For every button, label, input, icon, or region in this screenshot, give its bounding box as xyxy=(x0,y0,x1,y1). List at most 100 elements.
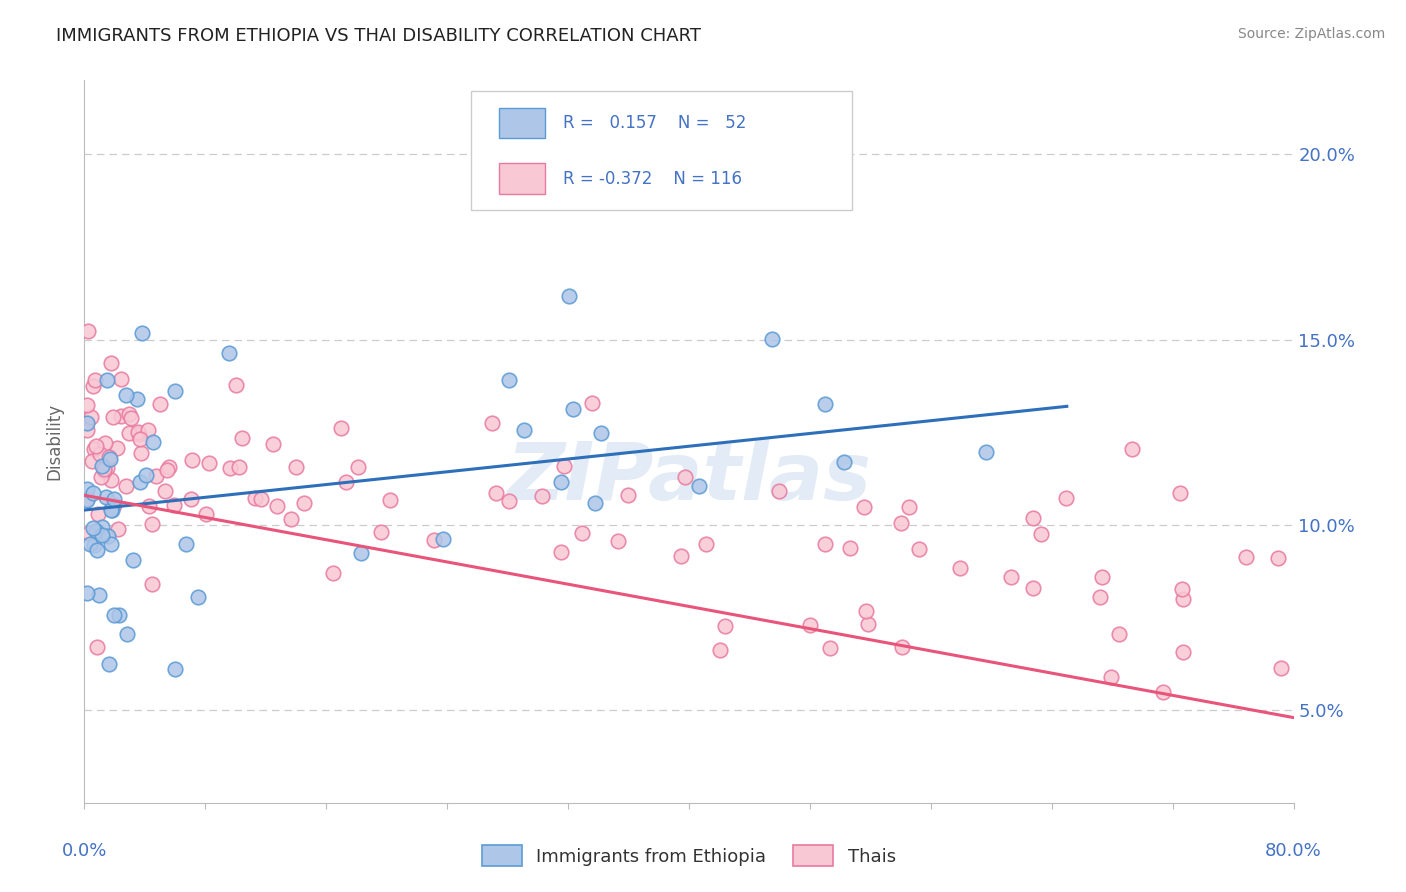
Point xyxy=(98,451,121,466)
Point xyxy=(96,374,118,388)
Point xyxy=(589,426,612,441)
Point xyxy=(553,458,575,473)
Point xyxy=(107,522,129,536)
Point xyxy=(1152,685,1174,699)
Point xyxy=(231,431,253,445)
Point xyxy=(115,388,138,402)
Point xyxy=(82,453,104,467)
Point xyxy=(118,425,141,440)
Point xyxy=(165,662,187,676)
Point xyxy=(91,520,114,534)
Point xyxy=(761,332,783,346)
Point xyxy=(814,397,837,411)
Point xyxy=(1022,511,1045,525)
Point xyxy=(1091,569,1114,583)
Point xyxy=(347,459,370,474)
Point xyxy=(76,483,98,497)
Point xyxy=(329,421,352,435)
Text: R = -0.372    N = 116: R = -0.372 N = 116 xyxy=(564,169,742,187)
Point xyxy=(97,529,120,543)
Point xyxy=(101,502,124,516)
Point xyxy=(558,289,581,303)
Point xyxy=(128,475,150,490)
Point xyxy=(335,475,357,490)
Point xyxy=(673,470,696,484)
Point xyxy=(292,496,315,510)
Point xyxy=(194,507,217,521)
Bar xyxy=(499,163,546,194)
Point xyxy=(218,346,240,360)
Point xyxy=(110,372,132,386)
Text: 80.0%: 80.0% xyxy=(1265,842,1322,860)
Point xyxy=(1171,591,1194,606)
Y-axis label: Disability: Disability xyxy=(45,403,63,480)
Text: Source: ZipAtlas.com: Source: ZipAtlas.com xyxy=(1237,27,1385,41)
Point xyxy=(607,533,630,548)
Point xyxy=(84,524,107,538)
Point xyxy=(713,618,735,632)
Point xyxy=(561,402,583,417)
Point xyxy=(141,516,163,531)
Point xyxy=(1121,442,1143,457)
Point xyxy=(82,378,104,392)
Point xyxy=(423,533,446,547)
Point xyxy=(890,516,912,531)
Point xyxy=(187,590,209,604)
Point xyxy=(77,525,100,540)
Point xyxy=(855,604,877,618)
Point xyxy=(82,486,104,500)
Point xyxy=(100,473,122,487)
Point xyxy=(127,425,149,440)
Point xyxy=(225,378,247,392)
Point xyxy=(76,417,98,431)
Point xyxy=(101,499,124,513)
Point xyxy=(93,464,115,478)
Text: IMMIGRANTS FROM ETHIOPIA VS THAI DISABILITY CORRELATION CHART: IMMIGRANTS FROM ETHIOPIA VS THAI DISABIL… xyxy=(56,27,702,45)
Point xyxy=(280,511,302,525)
Point xyxy=(84,373,107,387)
Point xyxy=(79,536,101,550)
Point xyxy=(117,627,139,641)
Point xyxy=(709,643,731,657)
Point xyxy=(135,467,157,482)
Point xyxy=(550,545,572,559)
Point xyxy=(908,541,931,556)
Point xyxy=(513,423,536,437)
Point xyxy=(76,398,98,412)
Point xyxy=(149,397,172,411)
Point xyxy=(1029,527,1052,541)
Point xyxy=(157,459,180,474)
Point xyxy=(86,640,108,654)
Point xyxy=(1099,670,1122,684)
Point xyxy=(617,488,640,502)
Point xyxy=(370,525,392,540)
Point xyxy=(1270,661,1292,675)
Point xyxy=(1108,627,1130,641)
Point xyxy=(695,536,717,550)
Point xyxy=(96,490,118,504)
Point xyxy=(266,500,288,514)
Point xyxy=(103,607,125,622)
Point xyxy=(858,617,880,632)
FancyBboxPatch shape xyxy=(471,91,852,211)
Point xyxy=(949,560,972,574)
Point xyxy=(832,455,855,469)
Text: R =   0.157    N =   52: R = 0.157 N = 52 xyxy=(564,114,747,132)
Point xyxy=(87,507,110,521)
Point xyxy=(219,460,242,475)
Point xyxy=(142,435,165,450)
Point xyxy=(96,461,118,475)
Point xyxy=(432,532,454,546)
Point xyxy=(485,486,508,500)
Point xyxy=(91,528,114,542)
Point xyxy=(108,608,131,623)
Point xyxy=(285,459,308,474)
Point xyxy=(818,640,841,655)
Point xyxy=(243,491,266,505)
Point xyxy=(1168,486,1191,500)
Point xyxy=(890,640,912,654)
Point xyxy=(838,541,860,555)
Text: 0.0%: 0.0% xyxy=(62,842,107,860)
Point xyxy=(198,457,221,471)
Point xyxy=(97,657,120,671)
